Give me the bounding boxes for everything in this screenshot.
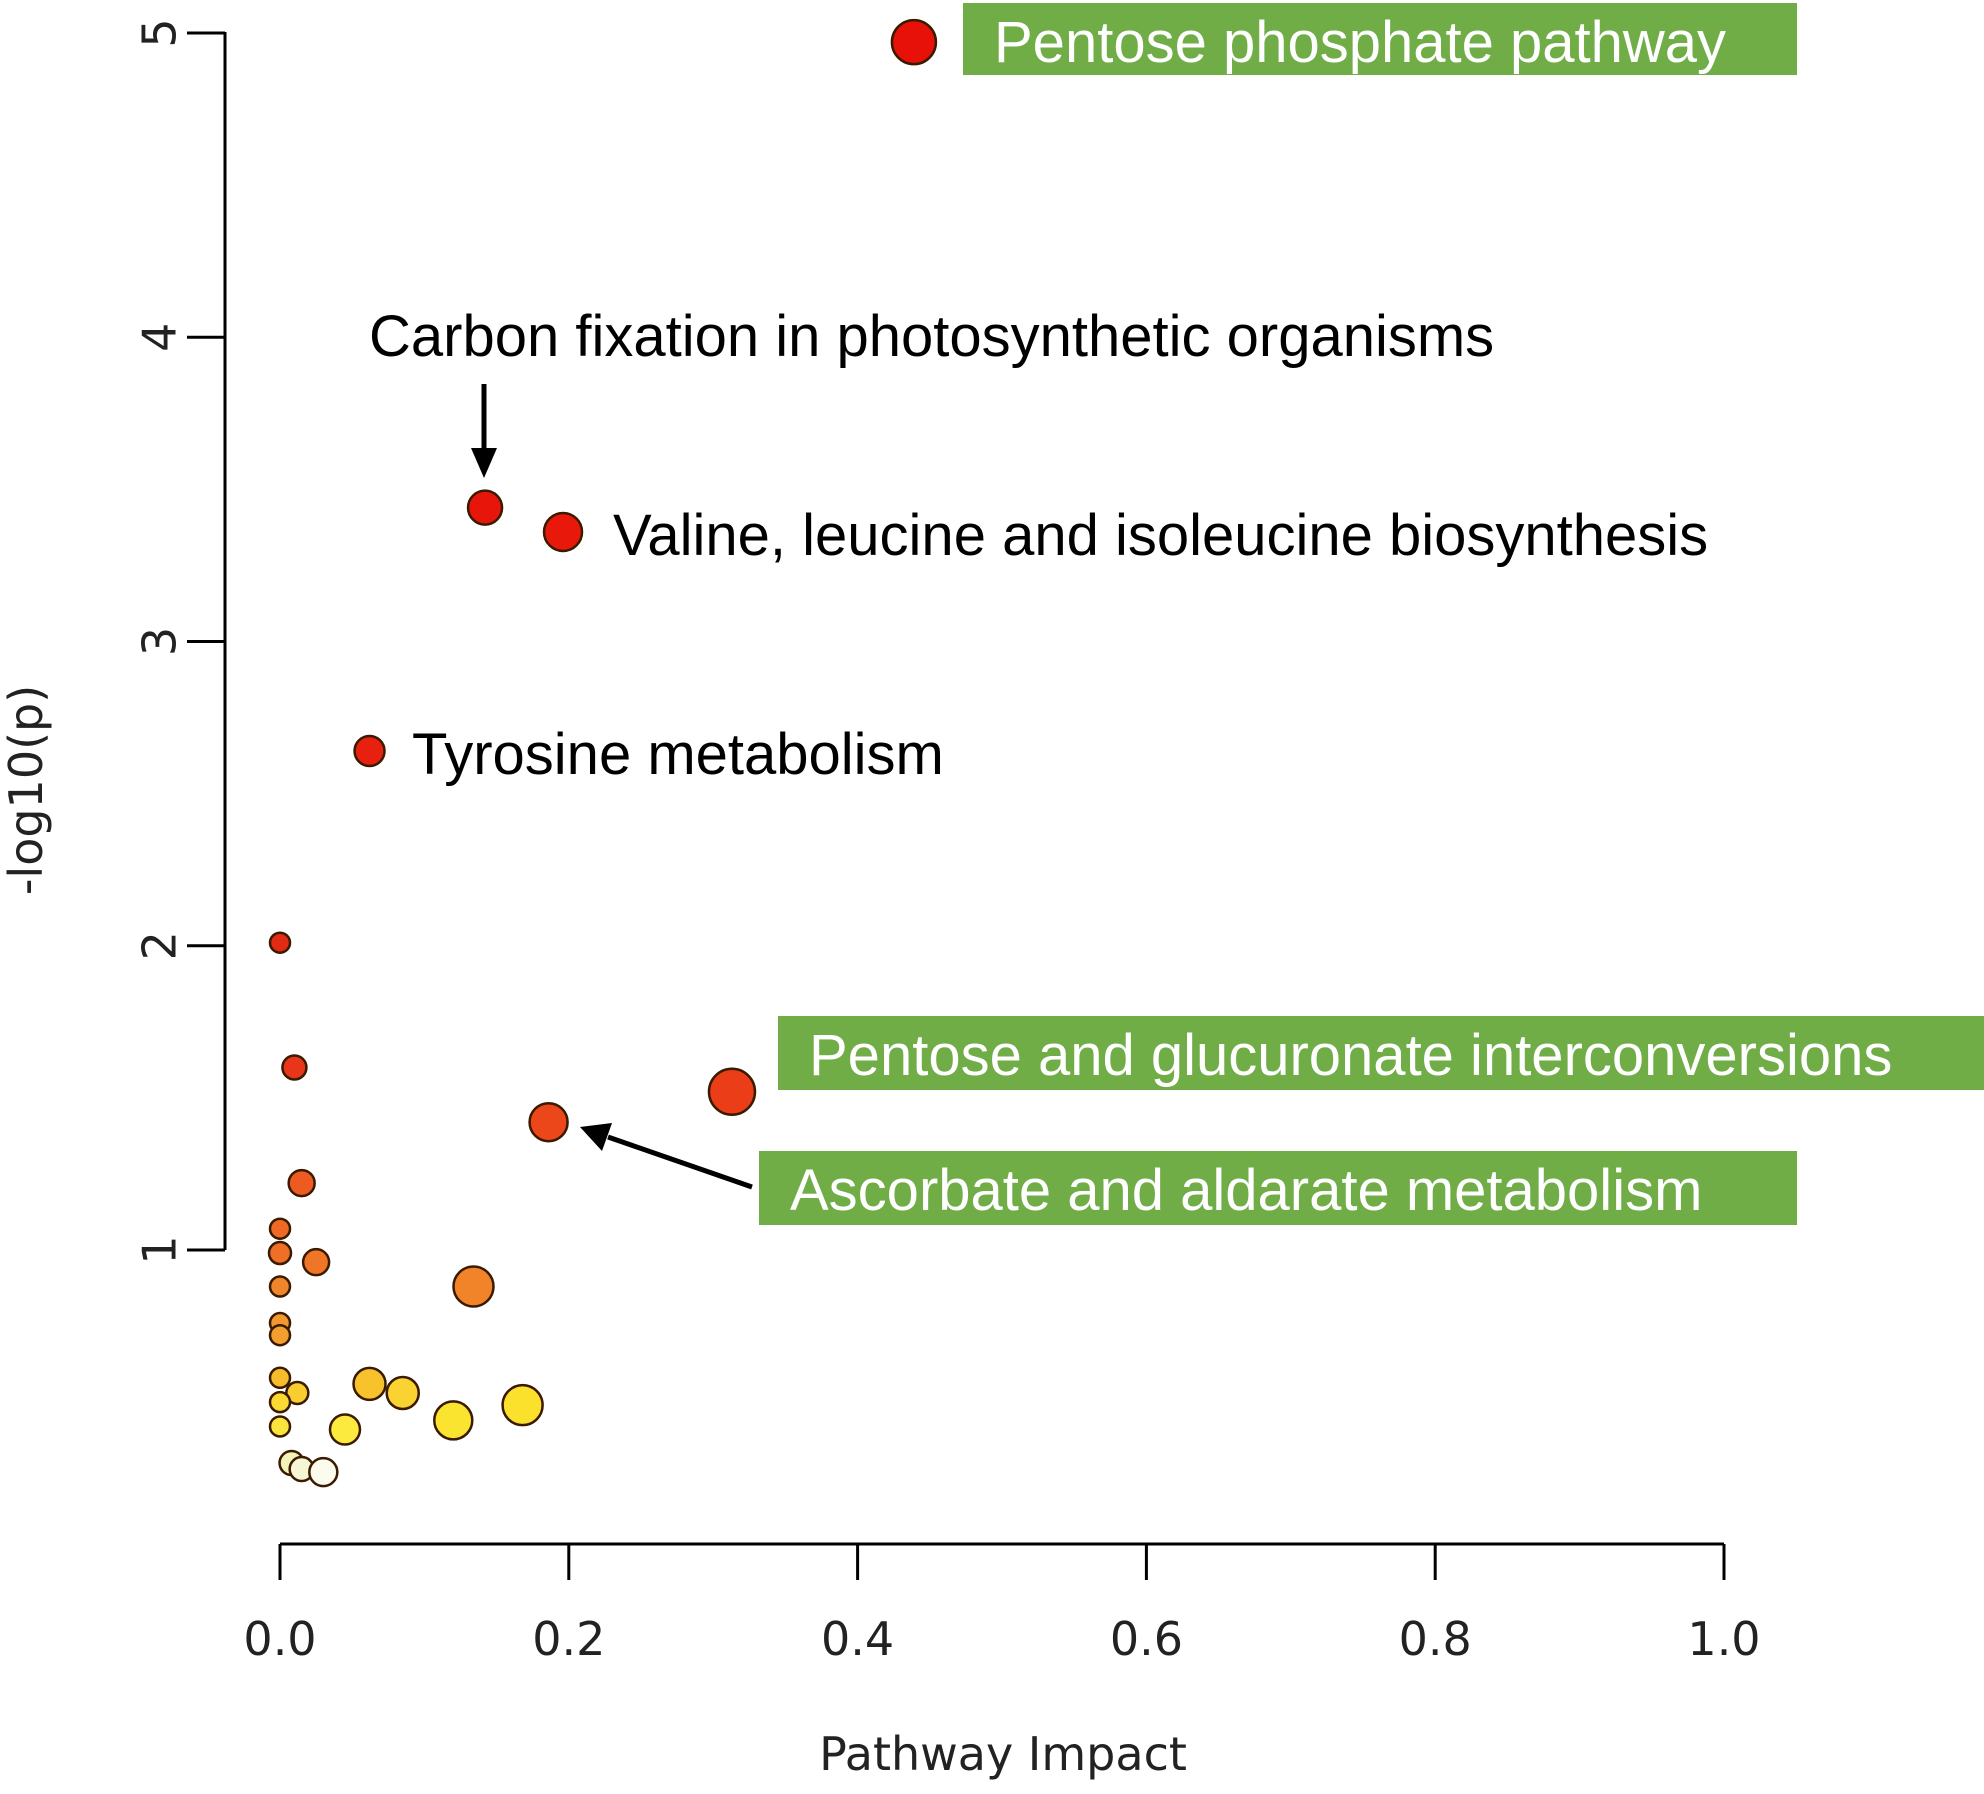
x-axis-title: Pathway Impact: [819, 1727, 1187, 1781]
data-point: [542, 511, 584, 553]
y-tick-label: 5: [133, 18, 187, 47]
arrowhead-ascorbate: [580, 1123, 612, 1151]
annotation-box-pentose-phosphate: [963, 3, 1797, 75]
data-point: [528, 1101, 569, 1143]
data-point: [281, 1054, 308, 1081]
data-point: [268, 1366, 292, 1390]
data-points: [267, 18, 938, 1488]
y-tick-label: 2: [133, 931, 187, 960]
y-tick-label: 4: [133, 323, 187, 352]
y-tick-label: 1: [133, 1235, 187, 1264]
annotation-carbon-fixation: Carbon fixation in photosynthetic organi…: [369, 304, 1494, 369]
data-point: [890, 18, 938, 66]
data-point: [301, 1247, 331, 1277]
data-point: [466, 489, 504, 526]
data-point: [452, 1265, 495, 1308]
data-point: [328, 1413, 362, 1446]
data-point: [268, 931, 292, 954]
x-tick-label: 0.4: [821, 1612, 894, 1666]
data-point: [268, 1415, 292, 1438]
data-point: [308, 1456, 339, 1488]
y-axis-title: -log10(p): [0, 685, 53, 895]
data-point: [267, 1240, 293, 1266]
data-point: [385, 1375, 420, 1411]
data-point: [268, 1323, 292, 1347]
arrow-ascorbate: [607, 1134, 753, 1190]
x-tick-label: 0.8: [1399, 1612, 1472, 1666]
data-point: [287, 1168, 316, 1198]
x-tick-label: 0.2: [532, 1612, 605, 1666]
x-ticks: 0.0 0.2 0.4 0.6 0.8 1.0: [243, 1544, 1761, 1666]
annotation-pentose-phosphate: Pentose phosphate pathway: [994, 10, 1726, 75]
x-tick-label: 1.0: [1687, 1612, 1760, 1666]
data-point: [433, 1400, 474, 1441]
data-point: [352, 1366, 387, 1402]
data-point: [268, 1217, 292, 1240]
data-point: [707, 1067, 757, 1117]
data-point: [268, 1275, 292, 1298]
y-axis: 1 2 3 4 5: [133, 18, 227, 1265]
annotation-valine: Valine, leucine and isoleucine biosynthe…: [613, 503, 1708, 568]
annotation-ascorbate: Ascorbate and aldarate metabolism: [790, 1158, 1702, 1223]
annotation-tyrosine: Tyrosine metabolism: [412, 722, 944, 787]
x-tick-label: 0.6: [1110, 1612, 1183, 1666]
data-point: [501, 1383, 544, 1427]
annotation-pentose-glucuronate: Pentose and glucuronate interconversions: [809, 1023, 1892, 1088]
arrowhead-carbon-fixation: [471, 448, 497, 478]
y-tick-label: 3: [133, 627, 187, 656]
x-axis: 0.0 0.2 0.4 0.6 0.8 1.0: [243, 1542, 1761, 1666]
x-tick-label: 0.0: [243, 1612, 316, 1666]
annotation-box-ascorbate: [759, 1151, 1797, 1225]
y-ticks: 1 2 3 4 5: [133, 18, 225, 1265]
annotation-box-pentose-glucuronate: [778, 1016, 1984, 1090]
data-point: [268, 1390, 292, 1414]
annotations: Pentose phosphate pathway Carbon fixatio…: [369, 3, 1984, 1225]
data-point: [353, 734, 386, 768]
